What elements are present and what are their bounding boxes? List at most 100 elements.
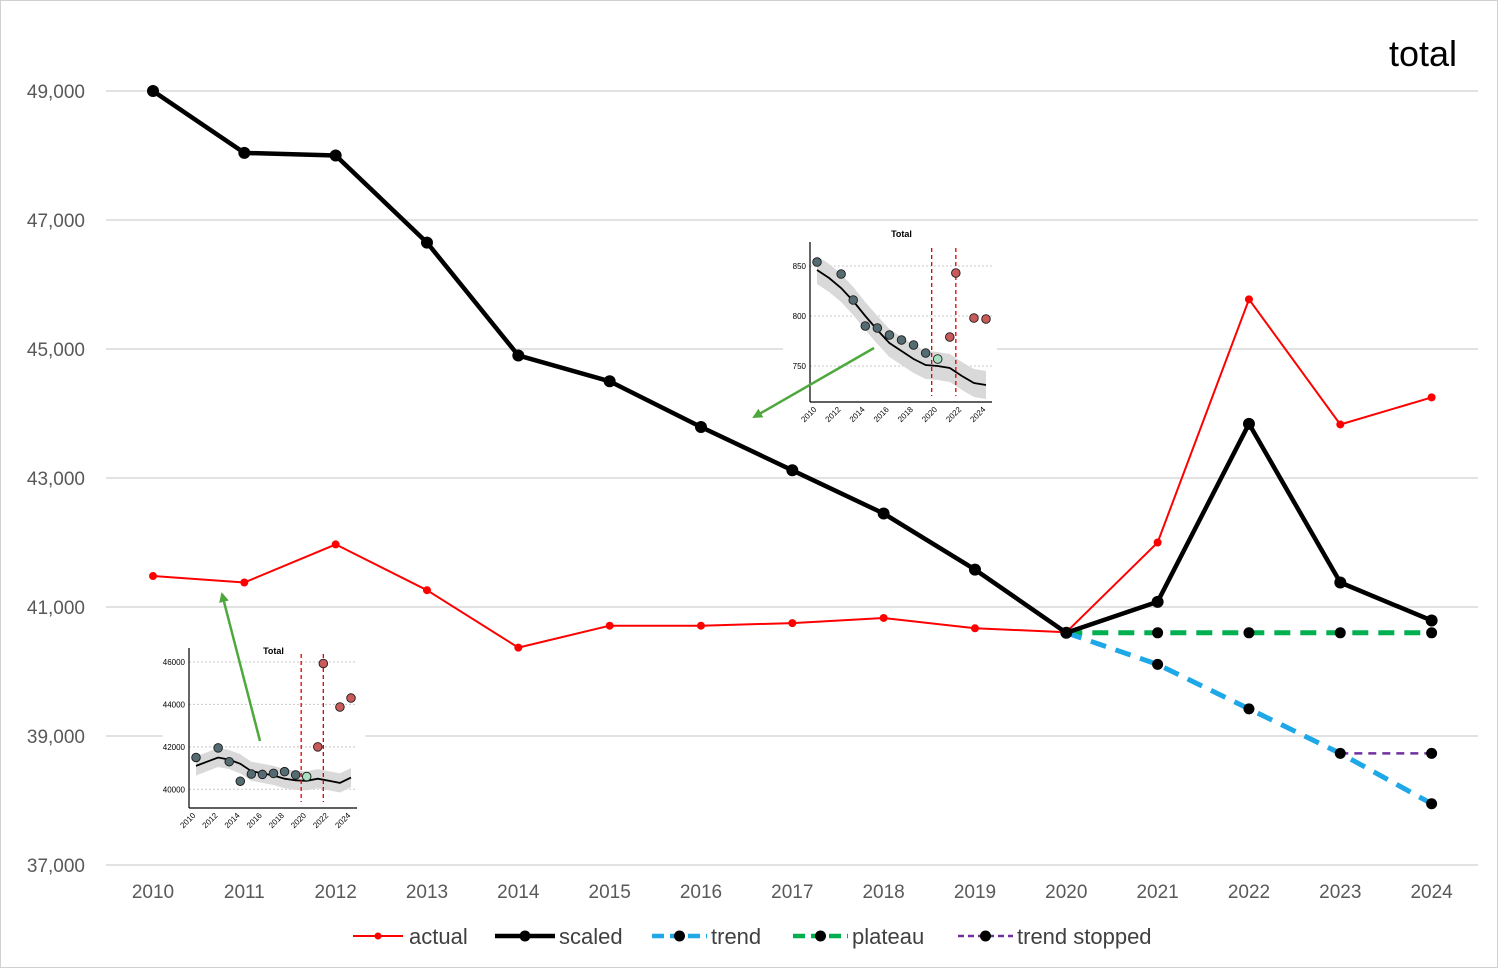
inset-point	[246, 769, 257, 779]
y-tick-label: 45,000	[27, 340, 85, 361]
x-tick-label: 2021	[1136, 882, 1178, 903]
x-tick-label: 2023	[1319, 882, 1361, 903]
legend-label: actual	[409, 924, 468, 949]
inset-point	[235, 776, 246, 786]
series-trend	[1065, 630, 1438, 810]
data-point	[968, 563, 981, 576]
inset-y-tick: 850	[793, 262, 807, 271]
data-point	[238, 146, 251, 159]
inset-point	[884, 330, 895, 340]
x-tick-label: 2018	[862, 882, 904, 903]
data-point	[879, 613, 888, 622]
data-point	[788, 619, 797, 628]
legend-marker	[674, 930, 685, 942]
legend-label: plateau	[852, 924, 924, 949]
inset-point	[213, 743, 223, 753]
x-tick-label: 2013	[406, 882, 448, 903]
inset-title: Total	[891, 229, 912, 239]
series-layer	[147, 85, 1438, 810]
series-trend-stopped	[1340, 747, 1438, 759]
data-point	[1336, 420, 1345, 429]
arrow-top-inset	[752, 346, 875, 419]
inset-point	[951, 268, 961, 278]
legend-item-trend: trend	[652, 924, 761, 949]
inset-point	[932, 354, 943, 364]
inset-fit-line	[816, 269, 987, 386]
x-tick-label: 2016	[680, 882, 722, 903]
series-actual	[149, 295, 1436, 652]
inset-y-tick: 46000	[163, 658, 186, 667]
data-point	[420, 236, 433, 249]
data-point	[1152, 627, 1164, 639]
y-tick-label: 43,000	[27, 469, 85, 490]
data-point	[605, 621, 614, 630]
inset-point	[191, 752, 201, 763]
data-point	[422, 586, 431, 595]
data-point	[1243, 703, 1255, 715]
y-tick-label: 39,000	[27, 727, 85, 748]
inset-point	[969, 313, 979, 323]
x-tick-label: 2020	[1045, 882, 1087, 903]
data-point	[512, 349, 525, 362]
inset-y-tick: 800	[793, 312, 807, 321]
y-tick-label: 41,000	[27, 598, 85, 619]
data-point	[1426, 798, 1438, 810]
inset-point	[346, 693, 356, 703]
x-tick-label: 2011	[224, 882, 265, 903]
data-point	[240, 578, 249, 587]
inset-point	[313, 742, 323, 752]
inset-point	[896, 335, 907, 345]
data-point	[1152, 658, 1164, 670]
legend-item-actual: actual	[353, 924, 468, 949]
x-tick-label: 2010	[132, 882, 174, 903]
series-scaled	[147, 85, 1438, 639]
data-point	[331, 540, 340, 549]
x-axis: 2010 2011 2012 2013 2014 2015 2016 2017 2018 2019…	[132, 882, 1453, 903]
y-tick-label: 47,000	[27, 211, 85, 232]
inset-background	[163, 641, 365, 841]
inset-point	[945, 332, 955, 342]
inset-point	[920, 348, 931, 358]
inset-point	[872, 323, 883, 333]
legend-label: trend stopped	[1017, 924, 1152, 949]
inset-point	[812, 257, 822, 267]
x-tick-label: 2019	[954, 882, 996, 903]
y-tick-label: 37,000	[27, 856, 85, 877]
series-plateau	[1066, 627, 1438, 639]
data-point	[1426, 747, 1438, 759]
data-point	[1426, 627, 1438, 639]
data-point	[696, 621, 705, 630]
inset-point	[257, 769, 268, 780]
inset-title: Total	[263, 646, 284, 656]
inset-background	[783, 223, 997, 435]
inset-point	[836, 269, 846, 279]
data-point	[1243, 627, 1255, 639]
inset-point	[301, 771, 312, 782]
data-point	[786, 464, 799, 477]
data-point	[1334, 627, 1346, 639]
legend-item-scaled: scaled	[495, 924, 623, 949]
inset-point	[860, 321, 871, 331]
x-tick-label: 2024	[1410, 882, 1453, 903]
inset-y-tick: 40000	[163, 785, 186, 794]
legend-label: trend	[711, 924, 761, 949]
x-tick-label: 2022	[1228, 882, 1270, 903]
data-point	[514, 643, 523, 652]
y-tick-label: 49,000	[27, 82, 85, 103]
inset-point	[224, 756, 234, 767]
inset-point	[279, 766, 290, 777]
data-point	[694, 421, 707, 434]
inset-point	[908, 340, 919, 350]
data-point	[329, 149, 342, 162]
data-point	[1060, 626, 1073, 639]
inset-point	[848, 295, 858, 305]
inset-point	[318, 658, 329, 669]
legend-label: scaled	[559, 924, 623, 949]
legend-item-trend-stopped: trend stopped	[958, 924, 1152, 949]
inset-y-tick: 42000	[163, 743, 186, 752]
legend-marker	[815, 930, 826, 942]
data-point	[1151, 595, 1164, 608]
data-point	[1242, 417, 1255, 430]
